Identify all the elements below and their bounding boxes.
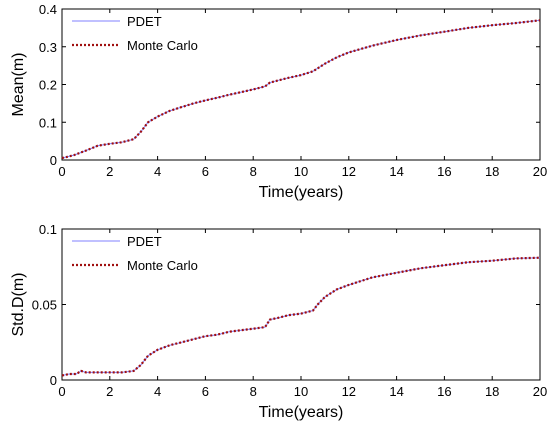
x-tick-label: 6 bbox=[202, 164, 209, 179]
plot-area bbox=[61, 8, 541, 161]
chart-1: 0 2 4 6 8 10 12 14 16 18 20 0 0.1 0.2 0.3 0.4 Time(years… bbox=[10, 2, 547, 201]
x-tick-label: 20 bbox=[533, 164, 547, 179]
legend: PDET Monte Carlo bbox=[72, 14, 198, 53]
x-tick-label: 14 bbox=[389, 164, 403, 179]
y-tick-label: 0.3 bbox=[39, 40, 57, 55]
y-tick-label: 0.2 bbox=[39, 78, 57, 93]
x-tick-label: 18 bbox=[485, 384, 499, 399]
x-tick-label: 0 bbox=[58, 164, 65, 179]
x-tick-label: 14 bbox=[389, 384, 403, 399]
series-line-monte-carlo bbox=[61, 256, 541, 377]
y-tick-label: 0 bbox=[50, 373, 57, 388]
x-tick-label: 18 bbox=[485, 164, 499, 179]
y-tick-label: 0.1 bbox=[39, 115, 57, 130]
legend-label: Monte Carlo bbox=[127, 258, 198, 273]
x-tick-label: 8 bbox=[250, 384, 257, 399]
x-tick-label: 2 bbox=[106, 164, 113, 179]
x-tick-label: 10 bbox=[294, 164, 308, 179]
x-axis-label: Time(years) bbox=[259, 404, 344, 421]
legend-label: PDET bbox=[127, 14, 162, 29]
x-tick-label: 4 bbox=[154, 384, 161, 399]
x-tick-label: 12 bbox=[342, 164, 356, 179]
x-tick-label: 6 bbox=[202, 384, 209, 399]
y-tick-label: 0.1 bbox=[39, 222, 57, 237]
x-tick-label: 0 bbox=[58, 384, 65, 399]
x-tick-label: 2 bbox=[106, 384, 113, 399]
x-tick-label: 4 bbox=[154, 164, 161, 179]
y-tick-label: 0.4 bbox=[39, 2, 57, 17]
x-tick-label: 16 bbox=[437, 164, 451, 179]
y-tick-label: 0.05 bbox=[32, 298, 57, 313]
x-tick-label: 8 bbox=[250, 164, 257, 179]
y-axis-label: Std.D(m) bbox=[10, 273, 27, 337]
x-tick-label: 16 bbox=[437, 384, 451, 399]
x-tick-label: 10 bbox=[294, 384, 308, 399]
x-tick-label: 12 bbox=[342, 384, 356, 399]
legend-label: Monte Carlo bbox=[127, 38, 198, 53]
series-line-monte-carlo bbox=[61, 19, 541, 160]
chart-2: 0 2 4 6 8 10 12 14 16 18 20 0 0.05 0.1 Time(years) Std.… bbox=[10, 222, 547, 421]
x-axis-label: Time(years) bbox=[259, 184, 344, 201]
y-axis-label: Mean(m) bbox=[10, 52, 27, 116]
x-tick-label: 20 bbox=[533, 384, 547, 399]
legend-label: PDET bbox=[127, 234, 162, 249]
y-tick-label: 0 bbox=[50, 153, 57, 168]
legend: PDET Monte Carlo bbox=[72, 234, 198, 273]
plot-area bbox=[61, 228, 541, 381]
